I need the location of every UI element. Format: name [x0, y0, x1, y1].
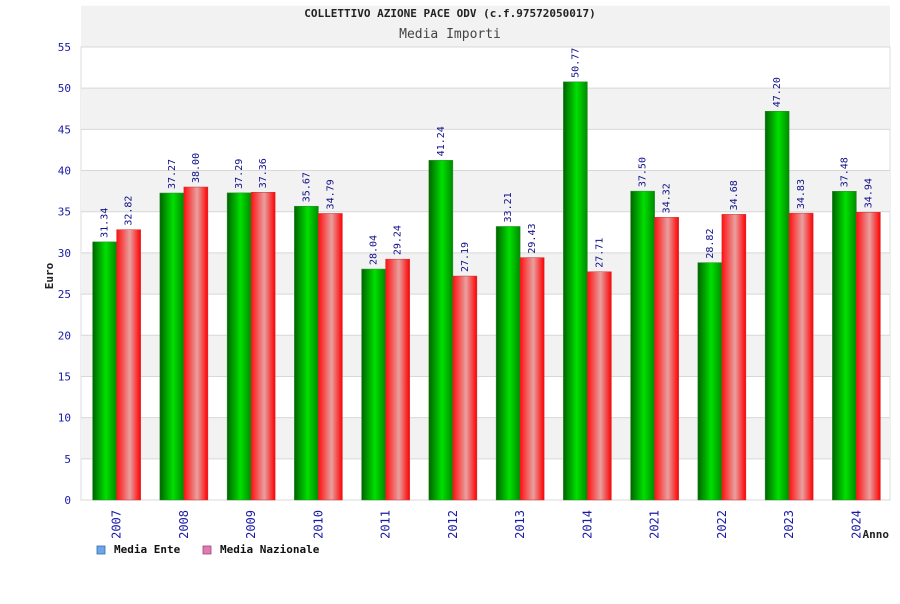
x-tick-label: 2021	[648, 510, 662, 539]
x-tick-label: 2010	[311, 510, 325, 539]
data-label: 31.34	[100, 208, 111, 238]
data-label: 33.21	[503, 192, 514, 222]
bar-media-ente-2021	[630, 190, 655, 501]
grid-band	[81, 88, 890, 130]
legend-label-media-nazionale: Media Nazionale	[220, 543, 320, 556]
y-tick-label: 20	[58, 329, 71, 342]
x-tick-label: 2023	[782, 510, 796, 539]
y-tick-label: 10	[58, 412, 71, 425]
legend-label-media-ente: Media Ente	[114, 543, 181, 556]
bar-media-ente-2024	[832, 191, 857, 501]
bar-media-ente-2009	[226, 192, 252, 501]
y-tick-label: 15	[58, 370, 71, 383]
data-label: 47.20	[772, 77, 783, 107]
legend-item-media-nazionale: Media Nazionale	[202, 543, 320, 556]
x-tick-label: 2022	[715, 510, 729, 539]
bar-media-ente-2022	[697, 262, 723, 501]
bar-media-ente-2014	[563, 81, 588, 501]
bar-media-ente-2008	[159, 192, 185, 501]
grid-band	[81, 5, 890, 47]
data-label: 28.04	[369, 235, 380, 265]
bar-media-ente-2007	[92, 241, 117, 501]
data-label: 34.79	[325, 179, 336, 209]
grid-band	[81, 252, 890, 295]
data-label: 34.83	[796, 179, 807, 209]
bar-media-nazionale-2021	[654, 217, 679, 501]
x-tick-label: 2008	[177, 510, 191, 539]
legend-item-media-ente: Media Ente	[96, 543, 181, 556]
x-tick-label: 2012	[446, 510, 460, 539]
y-tick-label: 5	[64, 453, 71, 466]
bar-media-nazionale-2011	[385, 258, 410, 501]
data-label: 34.68	[729, 180, 740, 210]
bar-media-nazionale-2009	[250, 192, 276, 501]
data-label: 27.19	[460, 242, 471, 272]
bar-media-ente-2011	[361, 268, 386, 501]
bar-media-ente-2023	[764, 110, 790, 501]
grid-band	[81, 335, 890, 377]
data-label: 28.82	[705, 229, 716, 259]
x-tick-label: 2009	[244, 510, 258, 539]
y-tick-label: 30	[58, 247, 71, 260]
y-tick-label: 45	[58, 123, 71, 136]
bar-media-ente-2012	[428, 160, 454, 501]
chart-title: COLLETTIVO AZIONE PACE ODV (c.f.97572050…	[304, 7, 595, 20]
x-tick-label: 2014	[580, 510, 594, 539]
data-label: 34.94	[863, 178, 874, 208]
data-label: 29.24	[393, 225, 404, 255]
data-label: 38.00	[191, 153, 202, 183]
data-label: 41.24	[436, 126, 447, 156]
x-axis-ticks: 2007 2008 2009 2010 2011 2012 2013 2014 2021 2022…	[110, 510, 864, 539]
x-tick-label: 2013	[513, 510, 527, 539]
bar-media-nazionale-2014	[587, 271, 612, 501]
data-label: 27.71	[594, 238, 605, 268]
bar-media-nazionale-2008	[183, 186, 209, 501]
legend: Media Ente Media Nazionale	[96, 543, 320, 556]
grid-band	[81, 417, 890, 459]
bars	[92, 81, 881, 501]
data-label: 37.27	[167, 159, 178, 189]
data-label: 37.50	[638, 157, 649, 187]
legend-swatch-media-nazionale	[202, 545, 212, 555]
data-label: 34.32	[662, 183, 673, 213]
bar-media-ente-2013	[495, 226, 521, 501]
y-tick-label: 55	[58, 41, 71, 54]
bar-media-nazionale-2013	[519, 257, 545, 501]
y-axis-ticks: 0 5 10 15 20 25 30 35 40 45 50 55	[58, 41, 71, 507]
x-tick-label: 2024	[849, 510, 863, 539]
y-axis-label: Euro	[43, 262, 56, 289]
bar-media-nazionale-2012	[452, 275, 478, 501]
y-tick-label: 25	[58, 288, 71, 301]
bar-media-nazionale-2010	[318, 213, 343, 501]
y-tick-label: 0	[64, 494, 71, 507]
bar-media-nazionale-2023	[788, 212, 814, 501]
legend-swatch-media-ente	[96, 545, 106, 555]
data-label: 35.67	[301, 172, 312, 202]
gridlines	[81, 46, 890, 501]
y-tick-label: 50	[58, 82, 71, 95]
data-label: 50.77	[570, 48, 581, 78]
data-label: 37.29	[234, 159, 245, 189]
y-tick-label: 40	[58, 165, 71, 178]
bar-media-ente-2010	[294, 205, 319, 501]
chart-subtitle: Media Importi	[399, 27, 501, 42]
data-label: 32.82	[124, 196, 135, 226]
data-label: 29.43	[527, 223, 538, 253]
grid-band	[81, 170, 890, 212]
bar-media-nazionale-2024	[856, 211, 881, 501]
data-label: 37.48	[839, 157, 850, 187]
x-tick-label: 2007	[110, 510, 124, 539]
x-tick-label: 2011	[379, 510, 393, 539]
plot-background	[80, 5, 891, 501]
bar-media-nazionale-2022	[721, 214, 747, 501]
data-labels: 31.34 32.82 37.27 38.00 37.29 37.36 35.67 34.79…	[100, 48, 875, 272]
y-tick-label: 35	[58, 206, 71, 219]
x-axis-label: Anno	[863, 528, 890, 541]
bar-media-nazionale-2007	[116, 229, 141, 501]
data-label: 37.36	[258, 158, 269, 188]
